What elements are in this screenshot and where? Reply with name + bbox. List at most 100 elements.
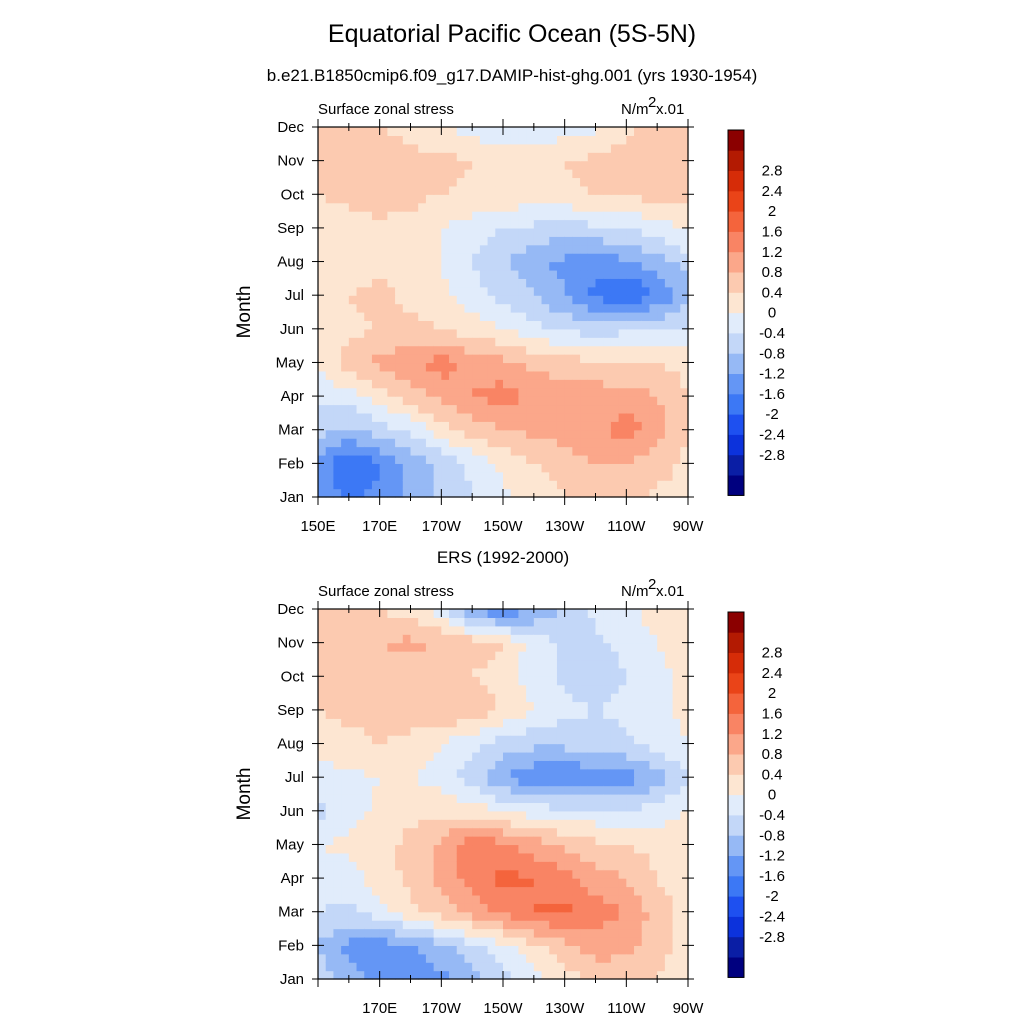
heatmap-cell: [618, 463, 627, 473]
heatmap-cell: [325, 463, 335, 473]
heatmap-cell: [587, 827, 597, 837]
heatmap-cell: [456, 345, 466, 355]
heatmap-cell: [595, 337, 604, 347]
heatmap-cell: [649, 396, 658, 406]
heatmap-cell: [580, 642, 589, 652]
heatmap-cell: [348, 194, 358, 204]
heatmap-cell: [672, 651, 681, 661]
heatmap-cell: [356, 659, 365, 669]
heatmap-cell: [487, 253, 496, 263]
x-tick-label: 130W: [545, 518, 585, 535]
heatmap-cell: [672, 152, 681, 162]
heatmap-cell: [387, 911, 396, 921]
heatmap-cell: [479, 634, 489, 644]
heatmap-cell: [564, 471, 573, 481]
heatmap-cell: [610, 920, 620, 930]
heatmap-cell: [479, 751, 489, 761]
heatmap-cell: [387, 404, 396, 414]
heatmap-cell: [348, 760, 358, 770]
heatmap-cell: [610, 970, 620, 980]
heatmap-cell: [549, 463, 558, 473]
heatmap-cell: [610, 701, 620, 711]
heatmap-cell: [626, 345, 635, 355]
heatmap-cell: [672, 412, 681, 422]
heatmap-cell: [626, 219, 635, 229]
heatmap-cell: [472, 869, 481, 879]
heatmap-cell: [479, 945, 489, 955]
heatmap-cell: [464, 480, 473, 490]
heatmap-cell: [518, 312, 527, 322]
heatmap-cell: [580, 396, 589, 406]
heatmap-cell: [495, 219, 504, 229]
heatmap-cell: [364, 819, 373, 829]
heatmap-cell: [341, 328, 350, 338]
heatmap-cell: [649, 202, 658, 212]
heatmap-cell: [371, 152, 381, 162]
heatmap-cell: [556, 676, 566, 686]
heatmap-cell: [649, 861, 658, 871]
heatmap-cell: [610, 135, 620, 145]
heatmap-cell: [564, 953, 573, 963]
y-tick-label: Nov: [277, 635, 304, 652]
heatmap-cell: [641, 303, 651, 313]
heatmap-cell: [402, 303, 412, 313]
heatmap-cell: [618, 345, 627, 355]
heatmap-cell: [595, 609, 604, 619]
heatmap-cell: [657, 911, 666, 921]
heatmap-cell: [672, 617, 681, 627]
heatmap-cell: [356, 751, 365, 761]
heatmap-cell: [626, 609, 635, 619]
heatmap-cell: [603, 878, 612, 888]
heatmap-cell: [395, 936, 404, 946]
heatmap-cell: [664, 802, 674, 812]
heatmap-cell: [495, 945, 504, 955]
heatmap-cell: [610, 152, 620, 162]
heatmap-cell: [526, 953, 535, 963]
heatmap-cell: [325, 127, 335, 137]
heatmap-cell: [610, 726, 620, 736]
heatmap-cell: [464, 810, 473, 820]
heatmap-cell: [634, 936, 643, 946]
heatmap-cell: [441, 903, 450, 913]
heatmap-cell: [595, 454, 604, 464]
heatmap-cell: [595, 920, 604, 930]
heatmap-cell: [672, 794, 681, 804]
heatmap-cell: [387, 659, 396, 669]
heatmap-cell: [526, 387, 535, 397]
heatmap-cell: [649, 945, 658, 955]
heatmap-cell: [634, 328, 643, 338]
heatmap-cell: [556, 962, 566, 972]
heatmap-cell: [472, 396, 481, 406]
heatmap-cell: [649, 152, 658, 162]
heatmap-cell: [395, 609, 404, 619]
heatmap-cell: [526, 269, 535, 279]
heatmap-cell: [503, 354, 512, 364]
heatmap-cell: [472, 836, 481, 846]
heatmap-cell: [425, 936, 435, 946]
heatmap-cell: [333, 827, 342, 837]
heatmap-cell: [472, 278, 481, 288]
heatmap-cell: [433, 185, 442, 195]
heatmap-cell: [464, 970, 473, 980]
heatmap-cell: [464, 709, 473, 719]
heatmap-cell: [526, 718, 535, 728]
heatmap-cell: [425, 194, 435, 204]
heatmap-cell: [371, 718, 381, 728]
heatmap-cell: [364, 684, 373, 694]
heatmap-cell: [541, 911, 550, 921]
heatmap-cell: [680, 676, 689, 686]
heatmap-cell: [518, 219, 527, 229]
heatmap-cell: [556, 438, 566, 448]
heatmap-cell: [425, 320, 435, 330]
heatmap-cell: [433, 488, 442, 498]
heatmap-cell: [387, 785, 396, 795]
heatmap-cell: [402, 354, 412, 364]
heatmap-cell: [325, 625, 335, 635]
heatmap-cell: [495, 701, 504, 711]
heatmap-cell: [418, 354, 427, 364]
heatmap-cell: [664, 404, 674, 414]
heatmap-cell: [626, 177, 635, 187]
heatmap-cell: [333, 303, 342, 313]
heatmap-cell: [418, 609, 427, 619]
heatmap-cell: [641, 953, 651, 963]
